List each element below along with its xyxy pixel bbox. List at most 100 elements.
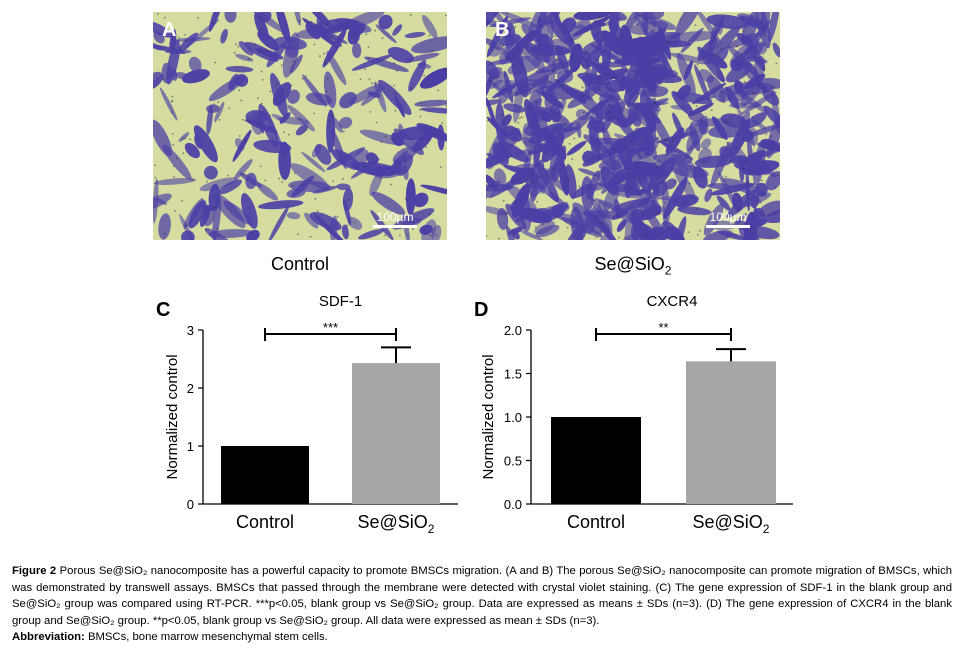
membrane-pore bbox=[763, 66, 766, 68]
stained-cell bbox=[322, 28, 347, 68]
stained-cell bbox=[546, 63, 557, 102]
caption-body: (A and B) The porous Se@SiO₂ nanocomposi… bbox=[12, 565, 953, 627]
membrane-pore bbox=[636, 166, 639, 169]
micrograph-treatment-image bbox=[486, 12, 780, 240]
stained-cell bbox=[507, 58, 541, 75]
stained-cell bbox=[755, 82, 768, 91]
stained-cell bbox=[305, 23, 321, 40]
membrane-pore bbox=[633, 16, 636, 19]
membrane-pore bbox=[428, 34, 431, 37]
membrane-pore bbox=[435, 234, 438, 237]
stained-cell bbox=[420, 184, 447, 197]
stained-cell bbox=[715, 47, 729, 64]
stained-cell bbox=[412, 130, 434, 152]
stained-cell bbox=[683, 60, 694, 80]
stained-cell bbox=[772, 42, 780, 58]
stained-cell bbox=[214, 193, 246, 229]
stained-cell bbox=[594, 64, 617, 80]
stained-cell bbox=[711, 116, 728, 140]
membrane-pore bbox=[717, 45, 720, 48]
stained-cell bbox=[153, 20, 173, 38]
stained-cell bbox=[651, 72, 656, 91]
stained-cell bbox=[644, 57, 663, 85]
stained-cell bbox=[619, 230, 644, 240]
stained-cell bbox=[551, 126, 579, 134]
membrane-pore bbox=[275, 83, 278, 85]
membrane-pore bbox=[581, 86, 584, 89]
membrane-pore bbox=[774, 186, 777, 189]
stained-cell bbox=[658, 26, 672, 60]
stained-cell bbox=[420, 107, 447, 114]
y-tick-label: 0.5 bbox=[504, 454, 522, 469]
stained-cell bbox=[582, 153, 604, 167]
membrane-pore bbox=[763, 34, 766, 37]
stained-cell bbox=[220, 28, 228, 44]
membrane-pore bbox=[582, 94, 585, 97]
stained-cell bbox=[193, 125, 218, 163]
membrane-pore bbox=[154, 164, 157, 167]
membrane-pore bbox=[309, 235, 312, 238]
membrane-pore bbox=[520, 116, 523, 119]
membrane-pore bbox=[171, 100, 174, 102]
stained-cell bbox=[685, 160, 697, 174]
membrane-pore bbox=[257, 97, 259, 100]
stained-cell bbox=[512, 39, 524, 67]
membrane-pore bbox=[556, 48, 558, 50]
stained-cell bbox=[752, 157, 771, 175]
stained-cell bbox=[611, 159, 623, 186]
membrane-pore bbox=[298, 19, 301, 22]
membrane-pore bbox=[629, 124, 632, 127]
membrane-pore bbox=[726, 141, 729, 144]
membrane-pore bbox=[615, 77, 618, 80]
stained-cell bbox=[204, 227, 237, 240]
stained-cell bbox=[659, 141, 694, 160]
membrane-pore bbox=[618, 236, 620, 239]
membrane-pore bbox=[374, 29, 376, 32]
membrane-pore bbox=[197, 16, 199, 19]
membrane-pore bbox=[287, 133, 290, 136]
membrane-pore bbox=[611, 76, 614, 79]
stained-cell bbox=[158, 213, 171, 240]
membrane-pore bbox=[582, 111, 585, 114]
membrane-pore bbox=[496, 31, 499, 34]
stained-cell bbox=[524, 124, 542, 136]
membrane-pore bbox=[380, 141, 383, 143]
membrane-pore bbox=[653, 113, 656, 116]
membrane-pore bbox=[720, 91, 723, 94]
micrograph-treatment-caption: Se@SiO2 bbox=[486, 254, 780, 278]
stained-cell bbox=[351, 54, 392, 71]
membrane-pore bbox=[179, 47, 182, 50]
membrane-pore bbox=[294, 172, 296, 175]
stained-cell bbox=[730, 57, 745, 72]
chart-d: D CXCR4 0.0 0.5 1.0 1.5 2.0 Normalized control C… bbox=[468, 288, 798, 553]
membrane-pore bbox=[247, 58, 250, 60]
membrane-pore bbox=[185, 39, 188, 42]
membrane-pore bbox=[573, 137, 576, 140]
micrograph-treatment-caption-main: Se@SiO bbox=[594, 254, 665, 274]
panel-letter-b: B bbox=[495, 19, 510, 41]
membrane-pore bbox=[592, 161, 595, 164]
membrane-pore bbox=[515, 79, 518, 82]
stained-cell bbox=[520, 230, 543, 240]
stained-cell bbox=[240, 193, 258, 229]
membrane-pore bbox=[572, 236, 575, 239]
stained-cell bbox=[673, 91, 713, 105]
membrane-pore bbox=[520, 182, 523, 184]
membrane-pore bbox=[293, 60, 295, 63]
membrane-pore bbox=[441, 122, 444, 125]
y-axis-label: Normalized control bbox=[164, 354, 181, 479]
membrane-pore bbox=[660, 38, 663, 41]
stained-cell bbox=[153, 119, 173, 157]
membrane-pore bbox=[213, 103, 216, 106]
membrane-pore bbox=[696, 233, 699, 236]
stained-cell bbox=[534, 220, 555, 235]
stained-cell bbox=[206, 104, 220, 113]
stained-cell bbox=[295, 124, 308, 136]
membrane-pore bbox=[425, 146, 428, 149]
membrane-pore bbox=[510, 155, 513, 158]
membrane-pore bbox=[694, 24, 697, 26]
membrane-pore bbox=[744, 80, 747, 83]
bar bbox=[221, 446, 309, 504]
membrane-pore bbox=[242, 173, 245, 176]
membrane-pore bbox=[430, 49, 433, 52]
